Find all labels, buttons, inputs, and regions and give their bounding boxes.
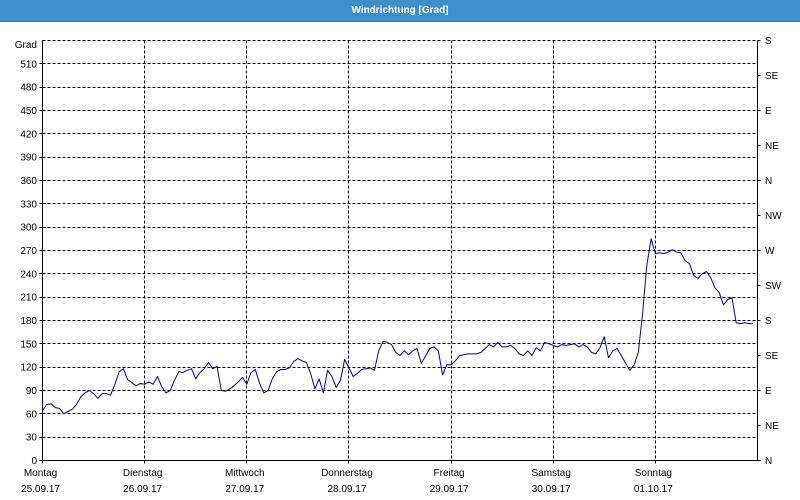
- x-tick-date-label: 26.09.17: [123, 484, 162, 495]
- y2-tick-label: NE: [765, 421, 779, 432]
- y2-tick-label: SE: [765, 71, 779, 82]
- x-tick-day-label: Freitag: [434, 468, 465, 479]
- y2-tick-label: N: [765, 456, 772, 467]
- title-bar: Windrichtung [Grad]: [0, 0, 800, 22]
- y2-tick-label: NW: [765, 211, 782, 222]
- y2-tick-label: NE: [765, 141, 779, 152]
- y-tick-label: 150: [20, 339, 37, 350]
- y2-tick-label: SE: [765, 351, 779, 362]
- y2-tick-label: S: [765, 36, 772, 47]
- y-tick-label: 360: [20, 176, 37, 187]
- y2-tick-label: E: [765, 106, 772, 117]
- y2-tick-label: N: [765, 176, 772, 187]
- x-tick-date-label: 25.09.17: [21, 484, 60, 495]
- y-tick-label: 480: [20, 83, 37, 94]
- x-tick-date-label: 28.09.17: [327, 484, 366, 495]
- x-tick-day-label: Samstag: [531, 468, 570, 479]
- y-tick-label: 330: [20, 199, 37, 210]
- y-tick-label: 120: [20, 363, 37, 374]
- x-tick-day-label: Sonntag: [635, 468, 672, 479]
- bottom-axis: Montag 25.09.17 Dienstag 26.09.17 Mittwoch 27…: [21, 460, 673, 495]
- x-tick-day-label: Donnerstag: [321, 468, 373, 479]
- x-tick-day-label: Montag: [24, 468, 57, 479]
- y-tick-label: 300: [20, 223, 37, 234]
- x-tick-date-label: 29.09.17: [430, 484, 469, 495]
- chart-title: Windrichtung [Grad]: [351, 4, 449, 16]
- x-tick-date-label: 30.09.17: [532, 484, 571, 495]
- x-tick-day-label: Dienstag: [123, 468, 162, 479]
- y-tick-label: 450: [20, 106, 37, 117]
- y2-tick-label: E: [765, 386, 772, 397]
- x-tick-day-label: Mittwoch: [225, 468, 264, 479]
- x-tick-date-label: 27.09.17: [225, 484, 264, 495]
- y-tick-label: 390: [20, 153, 37, 164]
- y2-tick-label: SW: [765, 281, 782, 292]
- y-tick-label: 90: [26, 386, 38, 397]
- y-tick-label: 30: [26, 433, 38, 444]
- y-tick-label: 240: [20, 269, 37, 280]
- y-tick-label: 180: [20, 316, 37, 327]
- y-tick-label: 0: [31, 456, 37, 467]
- y-tick-label: 420: [20, 129, 37, 140]
- series-line: [42, 238, 754, 415]
- left-axis: 0 30 60 90 120 150 180 210 240 270 300 330 360 390 420…: [20, 59, 43, 467]
- y-tick-label: 60: [26, 409, 38, 420]
- y2-tick-label: S: [765, 316, 772, 327]
- y-tick-label: 510: [20, 59, 37, 70]
- x-tick-date-label: 01.10.17: [634, 484, 673, 495]
- y-tick-label: 210: [20, 293, 37, 304]
- horizontal-grid-lines: [42, 40, 758, 438]
- y2-tick-label: W: [765, 246, 775, 257]
- right-axis: N NE E SE S SW W NW N NE E SE S: [757, 36, 782, 467]
- y-axis-label: Grad: [15, 40, 37, 51]
- y-tick-label: 270: [20, 246, 37, 257]
- vertical-grid-lines: [144, 40, 656, 461]
